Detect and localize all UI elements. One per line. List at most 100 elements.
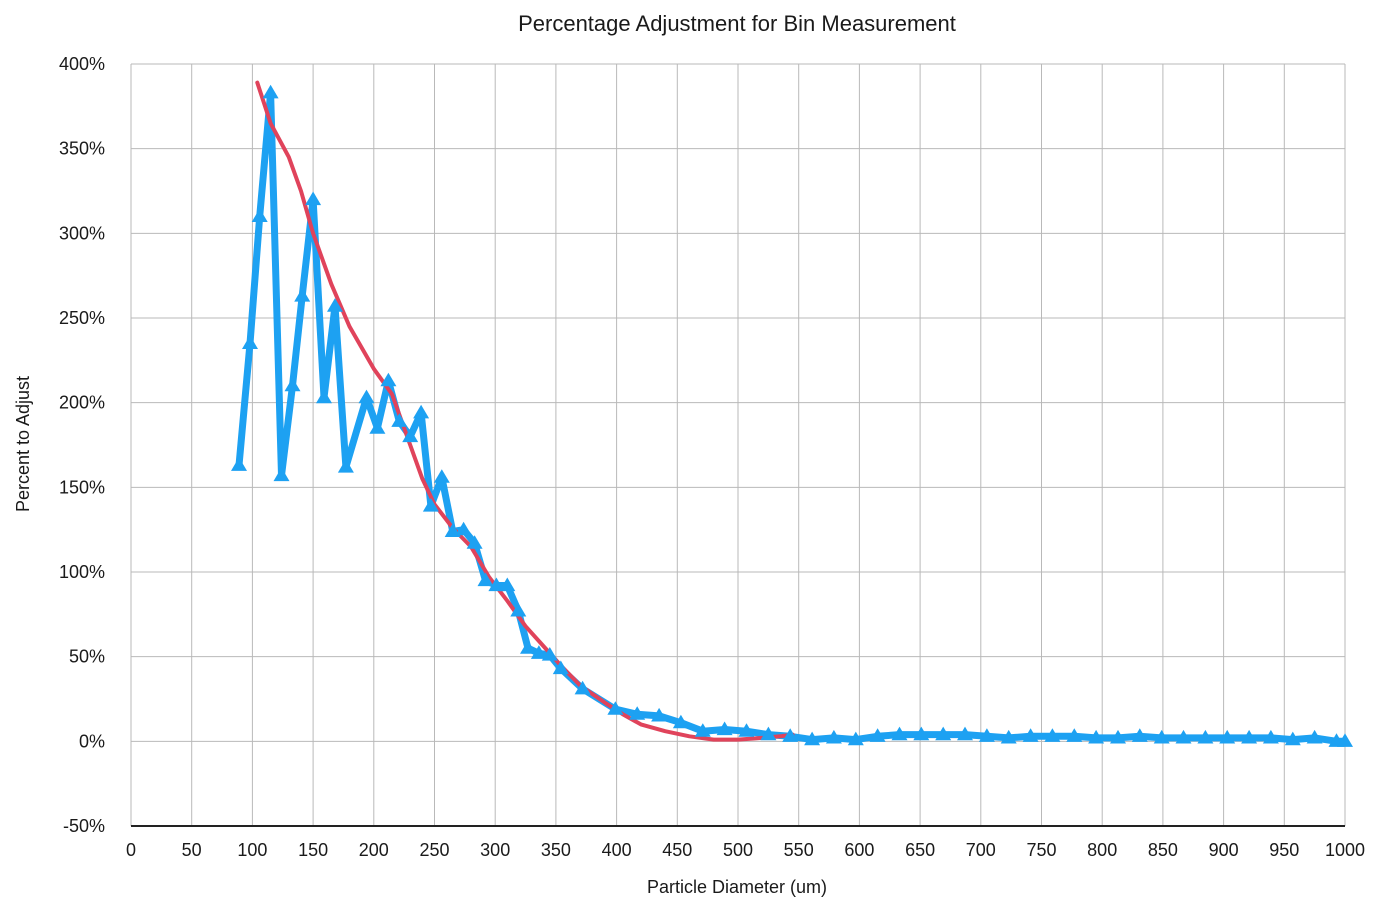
x-tick-label: 450 [662, 840, 692, 860]
y-tick-label: 50% [69, 647, 105, 667]
y-tick-label: 150% [59, 477, 105, 497]
series-1-point [422, 498, 439, 512]
series-1-point [913, 726, 930, 741]
x-tick-label: 100 [237, 840, 267, 860]
series-1-point [305, 191, 322, 206]
series-1-point [1262, 729, 1279, 744]
series-1-point [1284, 731, 1301, 746]
series-1-point [433, 469, 450, 483]
series-1-point [262, 84, 279, 99]
series-1-point [488, 577, 505, 592]
series-1-point [369, 420, 386, 434]
x-tick-label: 400 [602, 840, 632, 860]
y-tick-label: 250% [59, 308, 105, 328]
series-1-point [520, 640, 536, 654]
series-1-point [1337, 733, 1353, 747]
series-1-point [1000, 729, 1017, 744]
series-1-point [847, 731, 864, 746]
series-1-point [869, 728, 886, 742]
y-tick-label: 0% [79, 731, 105, 751]
series-1-point [413, 404, 430, 419]
series-1-point [1175, 729, 1192, 744]
series-1-point [978, 728, 995, 742]
series-1-point [466, 535, 483, 549]
series-1-point [1066, 728, 1083, 742]
x-axis-title: Particle Diameter (um) [647, 877, 827, 897]
series-1-point [380, 372, 397, 387]
x-tick-label: 850 [1148, 840, 1178, 860]
data-points [231, 84, 1353, 747]
x-tick-label: 700 [966, 840, 996, 860]
x-tick-label: 950 [1269, 840, 1299, 860]
series-1-point [273, 467, 290, 482]
series-1-point [607, 701, 624, 715]
series-1-point [1044, 728, 1061, 742]
series-lines [235, 80, 1349, 745]
series-1-point [477, 572, 494, 587]
series-1-point [651, 707, 668, 722]
series-1-point [358, 389, 375, 404]
series-1-point [455, 521, 472, 536]
y-tick-label: 200% [59, 393, 105, 413]
x-tick-label: 150 [298, 840, 328, 860]
series-1-point [694, 723, 711, 737]
tick-labels: 0 50 100 150 200 250 300 350 400 450 500 550 600 650 7… [59, 54, 1365, 860]
series-1-point [251, 208, 268, 222]
x-tick-label: 300 [480, 840, 510, 860]
x-tick-label: 1000 [1325, 840, 1365, 860]
y-tick-label: 100% [59, 562, 105, 582]
series-1-point [1022, 728, 1039, 742]
series-1-point [782, 728, 799, 742]
series-1-point [402, 428, 419, 443]
series-1-point [510, 602, 527, 617]
y-tick-label: -50% [63, 816, 105, 836]
series-1-point [672, 714, 689, 729]
series-1-point [327, 298, 343, 312]
series-1-point [499, 577, 516, 592]
y-tick-label: 400% [59, 54, 105, 74]
series-1-point [716, 721, 733, 736]
x-tick-label: 350 [541, 840, 571, 860]
series-1-point [760, 726, 777, 741]
series-1-point [284, 377, 301, 392]
series-1-point [1219, 729, 1236, 744]
x-tick-label: 200 [359, 840, 389, 860]
series-1-point [1197, 729, 1214, 744]
series-1-point [1306, 729, 1323, 744]
series-1-point [804, 731, 821, 746]
x-tick-label: 250 [419, 840, 449, 860]
x-tick-label: 550 [784, 840, 814, 860]
series-1-point [541, 647, 558, 661]
y-tick-label: 350% [59, 139, 105, 159]
series-1-point [1153, 729, 1170, 744]
gridlines [130, 63, 1346, 827]
x-tick-label: 750 [1026, 840, 1056, 860]
series-1-point [337, 459, 354, 473]
series-1-point [1088, 729, 1105, 744]
x-tick-label: 0 [126, 840, 136, 860]
chart-title: Percentage Adjustment for Bin Measuremen… [518, 11, 956, 36]
y-axis-title: Percent to Adjust [13, 376, 33, 512]
series-1-point [391, 413, 408, 427]
series-1-point [294, 288, 311, 302]
x-tick-label: 600 [844, 840, 874, 860]
series-1-point [825, 729, 842, 744]
x-tick-label: 500 [723, 840, 753, 860]
x-tick-label: 650 [905, 840, 935, 860]
series-1-point [530, 645, 547, 659]
x-tick-label: 50 [182, 840, 202, 860]
series-1-point [1110, 729, 1126, 744]
x-tick-label: 800 [1087, 840, 1117, 860]
series-1-point [552, 660, 569, 675]
y-tick-label: 300% [59, 223, 105, 243]
series-1-point [935, 726, 952, 741]
series-1-point [1241, 729, 1258, 744]
series-1-point [738, 723, 755, 737]
series-1-point [231, 457, 247, 471]
series-1-point [957, 726, 973, 741]
series-1-point [316, 389, 332, 404]
x-tick-label: 900 [1209, 840, 1239, 860]
series-1-point [891, 726, 908, 741]
